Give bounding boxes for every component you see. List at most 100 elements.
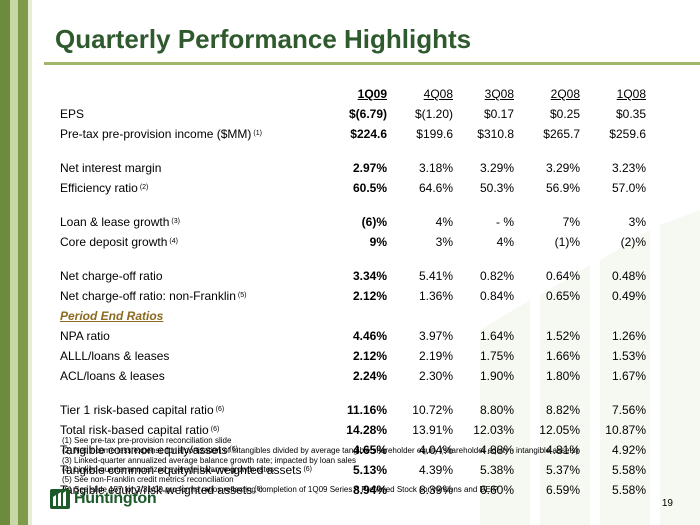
- table-row: ALLL/loans & leases 2.12% 2.19% 1.75% 1.…: [60, 346, 646, 366]
- column-header: 1Q08: [616, 87, 646, 101]
- cell-value: 14.28%: [346, 423, 387, 437]
- row-spacer: [60, 252, 646, 266]
- cell-value: 3%: [435, 235, 453, 249]
- cell-value: 1.80%: [545, 369, 580, 383]
- table-row: Tangible common equity/assets (6) 4.65% 4…: [60, 440, 646, 460]
- logo-wordmark: Huntington: [74, 490, 157, 507]
- footnote-ref: (2): [139, 184, 149, 191]
- table-row: Tangible equity/risk-weighted assets (6) …: [60, 480, 646, 500]
- table-row: NPA ratio 4.46% 3.97% 1.64% 1.52% 1.26%: [60, 326, 646, 346]
- performance-table: 1Q09 4Q08 3Q08 2Q08 1Q08 EPS $(6.79) $(1…: [60, 84, 646, 500]
- cell-value: 3.29%: [479, 161, 514, 175]
- row-label: ACL/loans & leases: [60, 369, 165, 383]
- cell-value: 2.12%: [352, 289, 387, 303]
- cell-value: 0.65%: [545, 289, 580, 303]
- cell-value: 1.75%: [479, 349, 514, 363]
- cell-value: $259.6: [609, 127, 646, 141]
- cell-value: 1.53%: [611, 349, 646, 363]
- cell-value: 1.52%: [545, 329, 580, 343]
- footnote-ref: (6): [303, 466, 313, 473]
- footnote: (1) See pre-tax pre-provision reconcilia…: [62, 436, 232, 445]
- row-label: Loan & lease growth (3): [60, 215, 180, 229]
- footnote: (5) See non-Franklin credit metrics reco…: [62, 475, 234, 485]
- page-number: 19: [661, 498, 673, 509]
- row-label: NPA ratio: [60, 329, 110, 343]
- cell-value: 4.46%: [352, 329, 387, 343]
- cell-value: (1)%: [554, 235, 580, 249]
- table-row: Net charge-off ratio: non-Franklin (5) 2.…: [60, 286, 646, 306]
- footnotes: (1) See pre-tax pre-provision reconcilia…: [62, 436, 578, 495]
- cell-value: $(6.79): [348, 107, 387, 121]
- table-row: Efficiency ratio (2) 60.5% 64.6% 50.3% 56…: [60, 178, 646, 198]
- cell-value: 2.19%: [418, 349, 453, 363]
- cell-value: 5.58%: [611, 483, 646, 497]
- table-row: EPS $(6.79) $(1.20) $0.17 $0.25 $0.35: [60, 104, 646, 124]
- footnote-ref: (1): [253, 130, 262, 137]
- column-header: 4Q08: [423, 87, 453, 101]
- footnote-ref: (6): [229, 446, 238, 453]
- row-label: Tangible common equity/risk-weighted ass…: [60, 463, 313, 477]
- cell-value: 4.04%: [418, 443, 453, 457]
- cell-value: $310.8: [477, 127, 514, 141]
- cell-value: 4.81%: [545, 443, 580, 457]
- cell-value: $0.25: [549, 107, 580, 121]
- table-row: Tangible common equity/risk-weighted ass…: [60, 460, 646, 480]
- left-stripe-pale: [28, 0, 32, 525]
- cell-value: $265.7: [543, 127, 580, 141]
- table-row: Core deposit growth (4) 9% 3% 4% (1)% (2)…: [60, 232, 646, 252]
- cell-value: 4.92%: [611, 443, 646, 457]
- cell-value: 12.03%: [473, 423, 514, 437]
- cell-value: (2)%: [620, 235, 646, 249]
- row-label: Pre-tax pre-provision income ($MM) (1): [60, 127, 262, 141]
- column-header: 2Q08: [550, 87, 580, 101]
- cell-value: 0.82%: [479, 269, 514, 283]
- cell-value: 4%: [435, 215, 453, 229]
- cell-value: 1.26%: [611, 329, 646, 343]
- left-stripe-light: [10, 0, 18, 525]
- cell-value: 3.29%: [545, 161, 580, 175]
- section-heading-row: Period End Ratios: [60, 306, 646, 326]
- row-label: Net charge-off ratio: [60, 269, 163, 283]
- cell-value: - %: [496, 215, 514, 229]
- row-label: Total risk-based capital ratio (6): [60, 423, 220, 437]
- footnote-ref: (5): [237, 292, 247, 299]
- column-header: 3Q08: [484, 87, 514, 101]
- cell-value: 0.48%: [611, 269, 646, 283]
- cell-value: (6)%: [361, 215, 387, 229]
- cell-value: 50.3%: [479, 181, 514, 195]
- cell-value: 3.23%: [611, 161, 646, 175]
- row-label: Tangible common equity/assets (6): [60, 443, 238, 457]
- cell-value: 3%: [628, 215, 646, 229]
- column-header: 1Q09: [357, 87, 387, 101]
- cell-value: $0.35: [615, 107, 646, 121]
- cell-value: 56.9%: [545, 181, 580, 195]
- row-label: ALLL/loans & leases: [60, 349, 170, 363]
- footnote-ref: (6): [254, 486, 263, 493]
- cell-value: 2.30%: [418, 369, 453, 383]
- cell-value: 5.58%: [611, 463, 646, 477]
- cell-value: 5.38%: [479, 463, 514, 477]
- cell-value: 7%: [562, 215, 580, 229]
- footnote: (6) See slide 157 for 3/31/09 pro forma …: [62, 484, 499, 494]
- row-label: EPS: [60, 107, 85, 121]
- row-label: Core deposit growth (4): [60, 235, 178, 249]
- table-row: Net charge-off ratio 3.34% 5.41% 0.82% 0…: [60, 266, 646, 286]
- table-row: Loan & lease growth (3) (6)% 4% - % 7% 3%: [60, 212, 646, 232]
- table-row: Tier 1 risk-based capital ratio (6) 11.16…: [60, 400, 646, 420]
- cell-value: 13.91%: [412, 423, 453, 437]
- cell-value: 60.5%: [352, 181, 387, 195]
- cell-value: $199.6: [416, 127, 453, 141]
- table-row: Net interest margin 2.97% 3.18% 3.29% 3.…: [60, 158, 646, 178]
- cell-value: $224.6: [350, 127, 387, 141]
- cell-value: 2.97%: [352, 161, 387, 175]
- cell-value: 3.97%: [418, 329, 453, 343]
- footnote-ref: (6): [215, 406, 225, 413]
- left-stripe-mid: [18, 0, 28, 525]
- cell-value: 5.41%: [418, 269, 453, 283]
- footnote: (4) Linked-quarter annualized average ba…: [62, 465, 275, 475]
- cell-value: 4%: [496, 235, 514, 249]
- cell-value: 0.49%: [611, 289, 646, 303]
- cell-value: 1.66%: [545, 349, 580, 363]
- cell-value: 6.60%: [479, 483, 514, 497]
- cell-value: 6.59%: [545, 483, 580, 497]
